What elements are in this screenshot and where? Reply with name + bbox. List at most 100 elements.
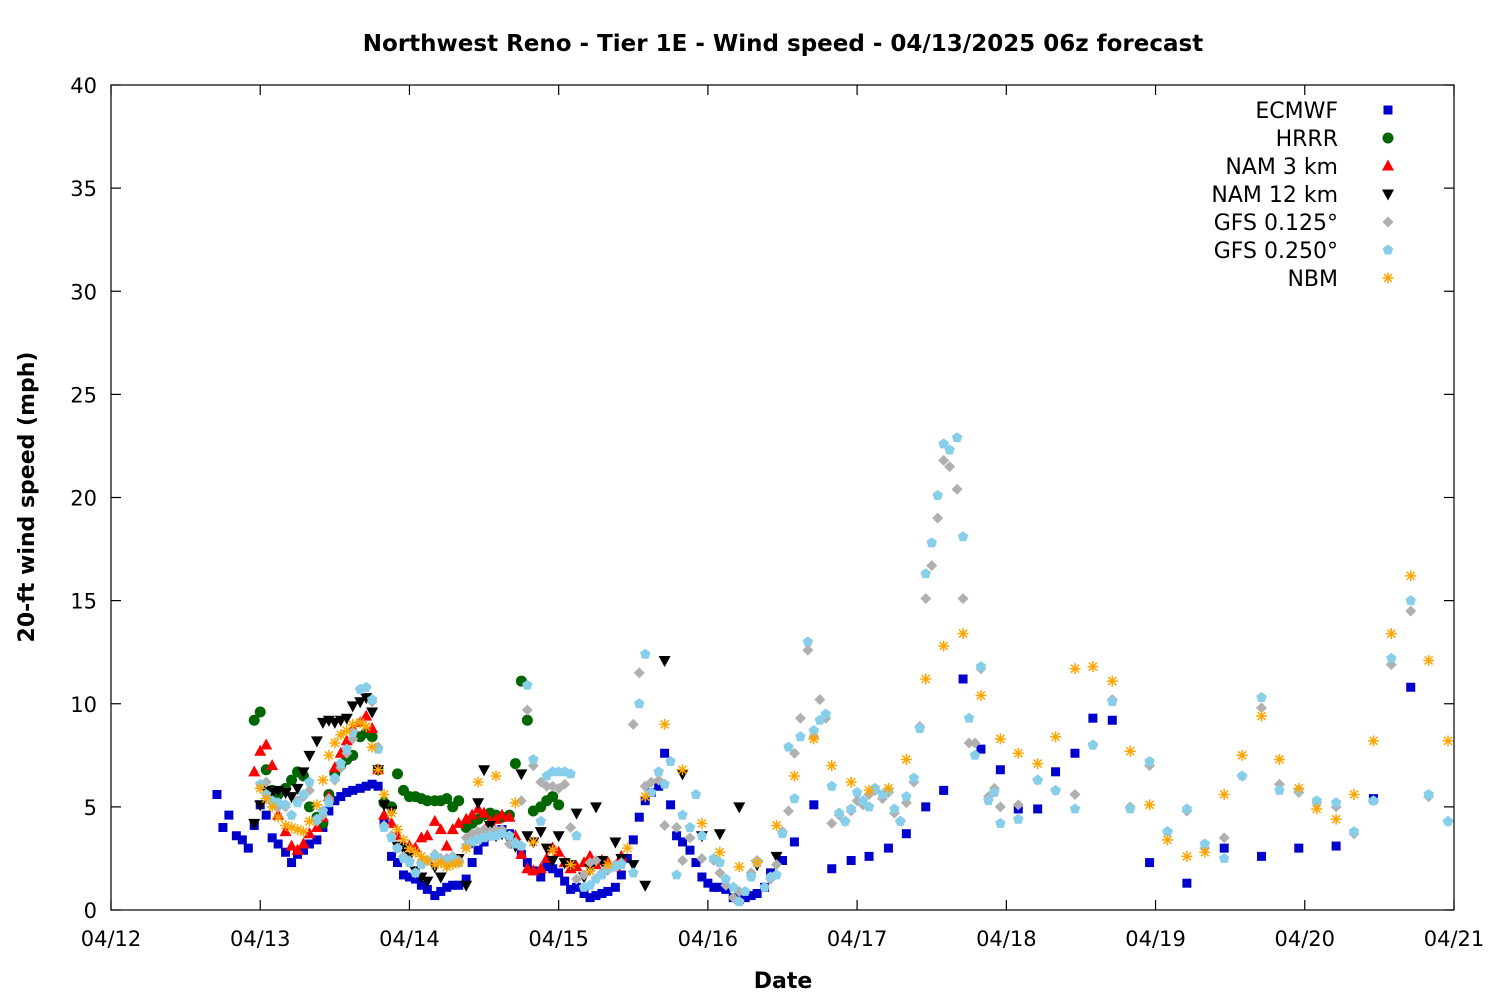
data-point [429, 859, 441, 871]
data-point [1385, 628, 1397, 640]
data-point [311, 799, 323, 811]
data-point [434, 823, 447, 835]
data-point [795, 731, 806, 742]
data-point [430, 891, 440, 901]
plot-marks [212, 432, 1454, 907]
data-point [1069, 803, 1081, 814]
data-point [622, 853, 632, 863]
legend-marker [1382, 132, 1394, 144]
data-point [957, 593, 969, 605]
legend-label: GFS 0.250° [1214, 239, 1338, 264]
data-point [279, 787, 292, 799]
data-point [789, 837, 799, 847]
data-point [857, 795, 869, 806]
data-point [938, 640, 950, 652]
data-point [1106, 675, 1118, 687]
data-point [746, 891, 756, 901]
data-point [434, 872, 447, 884]
data-point [372, 764, 384, 776]
data-point [696, 830, 708, 841]
data-point [467, 858, 477, 868]
data-point [714, 846, 726, 858]
data-point [403, 842, 415, 854]
data-point [254, 744, 267, 756]
data-point [404, 872, 414, 882]
data-point [589, 802, 602, 814]
data-point [684, 822, 696, 832]
legend-marker [1382, 272, 1394, 284]
data-point [1274, 784, 1285, 795]
data-point [616, 870, 626, 880]
data-point [901, 829, 911, 839]
data-point [882, 782, 894, 794]
data-point [846, 856, 856, 865]
data-point [560, 876, 570, 886]
data-point [386, 832, 397, 843]
chart-title: Northwest Reno - Tier 1E - Wind speed - … [363, 31, 1203, 57]
legend-label: NAM 3 km [1225, 155, 1338, 180]
series-hrrr [248, 675, 565, 833]
data-point [654, 781, 664, 791]
data-point [392, 842, 403, 853]
data-point [740, 893, 750, 903]
data-point [1405, 595, 1416, 606]
data-point [515, 769, 528, 781]
data-point [696, 852, 708, 864]
data-point [659, 819, 671, 831]
data-point [435, 857, 447, 869]
data-point [565, 822, 577, 833]
data-point [366, 741, 378, 753]
data-point [639, 880, 652, 892]
data-point [361, 781, 371, 791]
data-point [1199, 838, 1211, 849]
data-point [616, 859, 627, 870]
data-point [1367, 735, 1379, 747]
data-point [1162, 826, 1173, 837]
data-point [1088, 713, 1098, 723]
legend-label: NAM 12 km [1211, 183, 1338, 208]
data-point [660, 748, 670, 758]
data-point [733, 861, 745, 873]
data-point [572, 882, 582, 892]
data-point [392, 824, 404, 836]
data-point [794, 712, 806, 724]
data-point [266, 801, 278, 813]
data-point [957, 628, 969, 640]
data-point [323, 797, 335, 808]
data-point [584, 865, 596, 877]
data-point [739, 885, 751, 896]
data-point [684, 832, 696, 844]
data-point [969, 737, 981, 749]
y-tick-label: 15 [70, 590, 97, 614]
data-point [297, 767, 310, 779]
data-point [783, 741, 794, 752]
data-point [1107, 696, 1118, 707]
data-point [645, 786, 657, 797]
data-point [260, 738, 273, 750]
data-point [254, 706, 266, 718]
data-point [452, 816, 465, 828]
data-point [1311, 795, 1322, 806]
data-point [802, 644, 814, 656]
data-point [454, 880, 464, 890]
data-point [1348, 789, 1360, 800]
data-point [392, 768, 404, 780]
data-point [260, 793, 272, 805]
data-point [548, 864, 558, 874]
legend-marker [1382, 244, 1394, 255]
data-point [751, 857, 763, 869]
data-point [714, 857, 726, 868]
data-point [802, 636, 814, 647]
data-point [292, 797, 303, 808]
data-point [335, 758, 347, 769]
data-point [1330, 813, 1342, 825]
data-point [1219, 843, 1229, 853]
data-point [565, 859, 577, 871]
data-point [1032, 758, 1044, 770]
data-point [521, 704, 533, 716]
data-point [778, 856, 787, 865]
data-point [920, 673, 932, 685]
y-tick-label: 35 [70, 177, 97, 201]
data-point [665, 756, 676, 766]
data-point [330, 796, 340, 806]
